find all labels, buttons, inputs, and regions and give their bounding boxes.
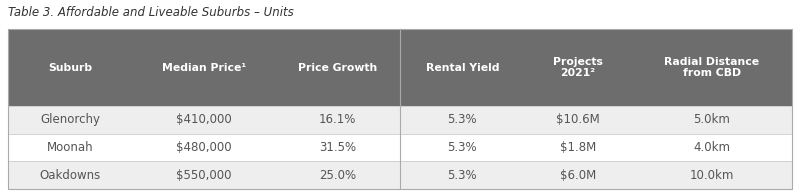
Text: 5.3%: 5.3% [447,141,477,154]
Text: $10.6M: $10.6M [556,113,600,126]
Bar [8,134,792,162]
Text: 5.0km: 5.0km [694,113,730,126]
Text: 5.3%: 5.3% [447,113,477,126]
Text: Projects
2021²: Projects 2021² [554,57,603,78]
Text: Oakdowns: Oakdowns [40,169,101,182]
Bar [8,29,792,106]
Text: 25.0%: 25.0% [319,169,356,182]
Text: Glenorchy: Glenorchy [40,113,100,126]
Text: $6.0M: $6.0M [560,169,596,182]
Text: Table 3. Affordable and Liveable Suburbs – Units: Table 3. Affordable and Liveable Suburbs… [8,6,294,19]
Text: 16.1%: 16.1% [319,113,356,126]
Text: 5.3%: 5.3% [447,169,477,182]
Text: $1.8M: $1.8M [560,141,596,154]
Bar [8,162,792,189]
Text: Median Price¹: Median Price¹ [162,63,246,73]
Text: 4.0km: 4.0km [694,141,730,154]
Bar [8,29,792,189]
Text: Rental Yield: Rental Yield [426,63,499,73]
Text: $550,000: $550,000 [176,169,232,182]
Text: 10.0km: 10.0km [690,169,734,182]
Text: $480,000: $480,000 [176,141,232,154]
Text: Moonah: Moonah [47,141,94,154]
Text: Suburb: Suburb [48,63,93,73]
Text: Price Growth: Price Growth [298,63,378,73]
Text: Radial Distance
from CBD: Radial Distance from CBD [664,57,759,78]
Bar [8,106,792,134]
Text: 31.5%: 31.5% [319,141,356,154]
Text: $410,000: $410,000 [176,113,232,126]
